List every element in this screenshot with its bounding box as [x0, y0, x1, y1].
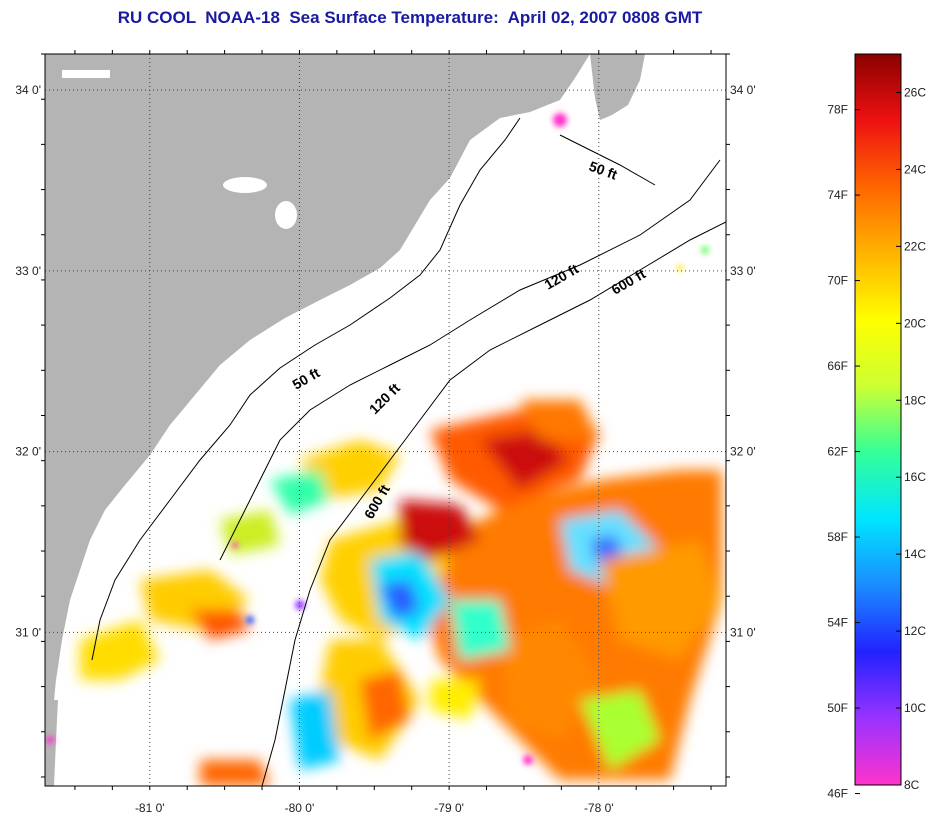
contour-120ft [219, 159, 721, 561]
lake [62, 70, 110, 78]
lake [275, 201, 297, 229]
contour-50ft-north [559, 134, 656, 186]
lon-tick-label: -80 0' [285, 801, 315, 815]
contour-50ft [91, 117, 521, 661]
lat-tick-label: 32 0' [15, 445, 41, 459]
lat-tick-label: 31 0' [15, 625, 41, 639]
coastal-islands [590, 54, 645, 120]
lat-tick-label-right: 34 0' [730, 83, 756, 97]
sst-field [46, 113, 722, 786]
lat-tick-label-right: 32 0' [730, 445, 756, 459]
lake [223, 177, 267, 193]
lon-tick-label: -81 0' [135, 801, 165, 815]
land-mass [45, 54, 590, 786]
lon-tick-label: -78 0' [584, 801, 614, 815]
graticule [45, 54, 726, 786]
lat-tick-label-right: 31 0' [730, 625, 756, 639]
map-frame [44, 53, 727, 787]
lat-tick-label-right: 33 0' [730, 264, 756, 278]
lat-tick-label: 34 0' [15, 83, 41, 97]
contour-600ft [261, 221, 726, 786]
axis-labels: 34 0' 34 0' 33 0' 33 0' 32 0' 32 0' 31 0' 31 0'… [15, 50, 756, 815]
lon-tick-label: -79 0' [434, 801, 464, 815]
map-title: RU COOL NOAA-18 Sea Surface Temperature:… [117, 8, 703, 27]
depth-contours [91, 117, 726, 786]
lat-tick-label: 33 0' [15, 264, 41, 278]
